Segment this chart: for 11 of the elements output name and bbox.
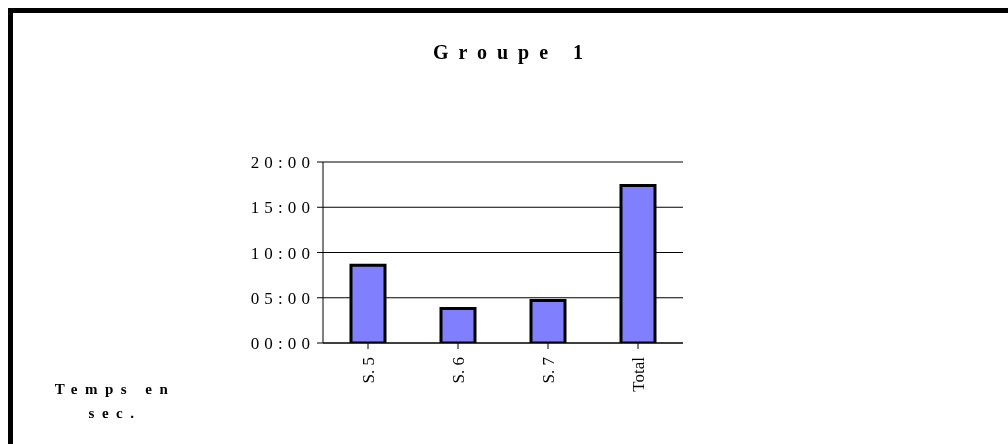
- x-tick-label: S. 5: [358, 357, 378, 384]
- chart-title: Groupe 1: [431, 41, 595, 64]
- y-tick-label: 10:00: [250, 243, 315, 263]
- x-tick-label: S. 7: [538, 356, 558, 384]
- y-tick-label: 05:00: [250, 288, 315, 308]
- y-tick-label: 20:00: [250, 153, 315, 173]
- y-tick-label: 15:00: [250, 198, 315, 218]
- x-tick-label: Total: [628, 356, 648, 392]
- y-tick-label: 00:00: [250, 334, 315, 354]
- text: Temps en sec.: [53, 380, 177, 423]
- x-tick-label: S. 6: [448, 357, 468, 384]
